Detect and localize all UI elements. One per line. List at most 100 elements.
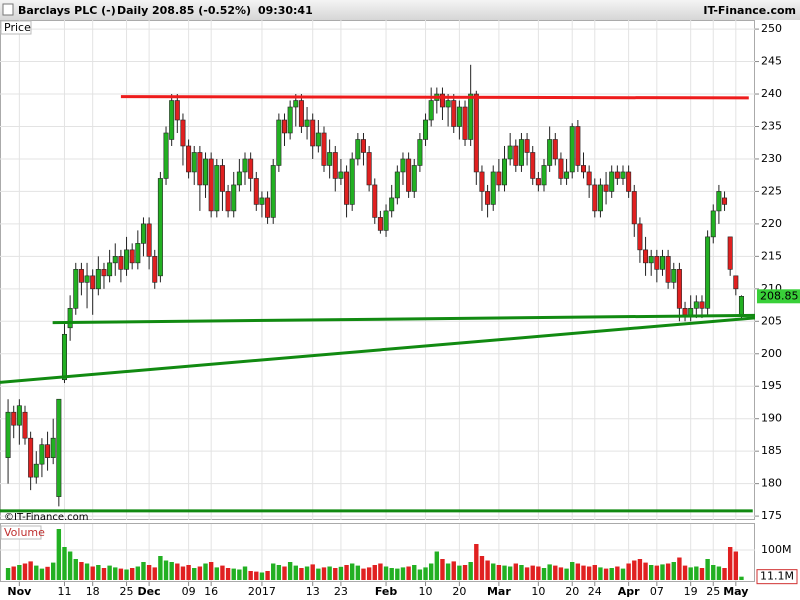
last-price-box <box>757 289 800 304</box>
volume-bar <box>361 568 366 580</box>
candle-body <box>541 165 547 186</box>
volume-bar <box>192 568 197 580</box>
volume-bar <box>615 566 620 580</box>
candle-body <box>276 119 282 166</box>
volume-bar <box>412 565 417 580</box>
candle-body <box>648 256 654 264</box>
volume-bar <box>671 562 676 580</box>
volume-bar <box>327 566 332 580</box>
watermark: ©IT-Finance.com <box>4 512 89 523</box>
candle-body <box>597 184 603 212</box>
candle-body <box>112 256 118 264</box>
header-bar <box>0 0 800 20</box>
candle-body <box>16 405 22 426</box>
volume-bar <box>530 565 535 580</box>
x-tick-label: Dec <box>138 585 161 598</box>
candle-body <box>287 106 293 134</box>
volume-bar <box>389 568 394 580</box>
volume-bar <box>231 568 236 580</box>
volume-bar <box>344 565 349 580</box>
candle-body <box>456 106 462 127</box>
panel-label: Price <box>4 21 31 34</box>
volume-bar <box>682 565 688 580</box>
candle-body <box>592 184 598 212</box>
candle-body <box>513 145 519 166</box>
candle-body <box>535 178 541 186</box>
volume-label: Volume <box>4 526 45 539</box>
volume-bar <box>225 568 231 580</box>
candle-body <box>282 119 288 134</box>
volume-bar <box>541 568 547 580</box>
volume-bar <box>423 567 428 580</box>
trend-line <box>120 95 749 100</box>
y-tick-label: 200 <box>761 347 782 360</box>
volume-bar <box>564 568 569 580</box>
volume-bar <box>338 566 344 580</box>
volume-bar <box>282 566 287 580</box>
candle-body <box>485 191 491 205</box>
volume-bar <box>73 559 78 580</box>
candle-body <box>84 275 90 283</box>
x-tick-label: Mar <box>487 585 511 598</box>
candle-body <box>22 411 28 439</box>
volume-bar <box>135 566 141 580</box>
header-icon <box>2 3 14 16</box>
last-volume-box <box>756 569 798 585</box>
volume-bar <box>34 565 39 580</box>
candle-body <box>462 106 468 140</box>
quote: 208.85 (-0.52%) <box>152 4 251 17</box>
candle-body <box>225 191 231 212</box>
candle-body <box>688 308 694 316</box>
candle-body <box>682 308 688 316</box>
volume-bar <box>152 567 157 580</box>
candle-body <box>603 184 609 192</box>
volume-bar <box>457 565 462 580</box>
x-tick-label: Nov <box>7 585 32 598</box>
price-panel <box>0 20 755 520</box>
volume-bar <box>699 568 705 580</box>
y-tick-label: 180 <box>761 477 782 490</box>
candle-body <box>406 158 412 192</box>
volume-bar <box>395 568 400 580</box>
volume-bar <box>609 568 614 580</box>
volume-bar <box>5 568 11 580</box>
volume-bar <box>643 562 648 580</box>
volume-bar <box>39 568 45 580</box>
volume-bar <box>158 556 163 580</box>
candle-body <box>445 100 451 108</box>
volume-bar <box>163 560 169 580</box>
candle-body <box>547 139 553 166</box>
candle-body <box>671 269 677 283</box>
volume-bar <box>727 547 733 580</box>
candle-body <box>609 171 615 192</box>
volume-bar <box>383 566 389 580</box>
volume-bar <box>739 576 744 580</box>
period: Daily <box>117 4 148 17</box>
candle-body <box>338 171 344 179</box>
volume-bar <box>445 563 451 580</box>
volume-bar <box>11 566 16 580</box>
volume-bar <box>519 565 524 580</box>
volume-bar <box>417 569 423 580</box>
candle-body <box>101 269 107 277</box>
trend-line <box>0 316 755 384</box>
candle-body <box>186 145 192 173</box>
volume-bar <box>129 568 135 580</box>
volume-bar <box>626 563 631 580</box>
volume-bar <box>632 560 637 580</box>
volume-bar <box>507 566 513 580</box>
candle-body <box>253 178 259 205</box>
volume-bar <box>304 566 310 580</box>
volume-bar <box>254 571 259 580</box>
candle-body <box>394 171 400 199</box>
candle-body <box>676 269 682 309</box>
volume-bar <box>310 564 315 580</box>
x-tick-label: 11 <box>57 585 71 598</box>
candle-body <box>614 171 620 179</box>
y-tick-label: 195 <box>761 379 782 392</box>
volume-bar <box>113 567 118 580</box>
x-tick-label: 18 <box>86 585 100 598</box>
y-tick-label: 250 <box>761 22 782 35</box>
volume-bar <box>248 571 253 580</box>
volume-label-box <box>0 525 42 540</box>
